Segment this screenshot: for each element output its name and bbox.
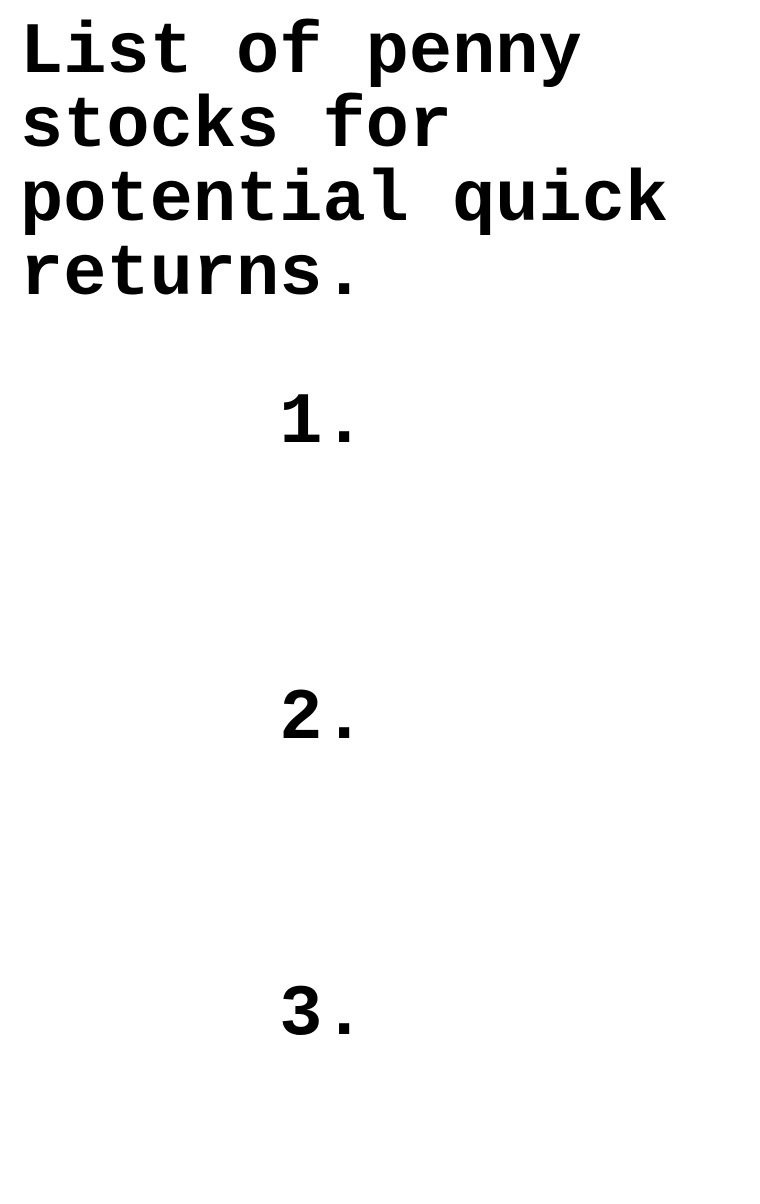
list-item: 2. bbox=[20, 608, 750, 904]
numbered-list: 1. 2. 3. bbox=[20, 312, 750, 1200]
list-item-number: 1. bbox=[279, 382, 365, 464]
document-heading: List of penny stocks for potential quick… bbox=[20, 16, 750, 312]
list-item-number: 3. bbox=[279, 974, 365, 1056]
list-item-number: 2. bbox=[279, 678, 365, 760]
list-item: 3. bbox=[20, 904, 750, 1200]
list-item: 1. bbox=[20, 312, 750, 608]
document-page: List of penny stocks for potential quick… bbox=[20, 16, 750, 1200]
